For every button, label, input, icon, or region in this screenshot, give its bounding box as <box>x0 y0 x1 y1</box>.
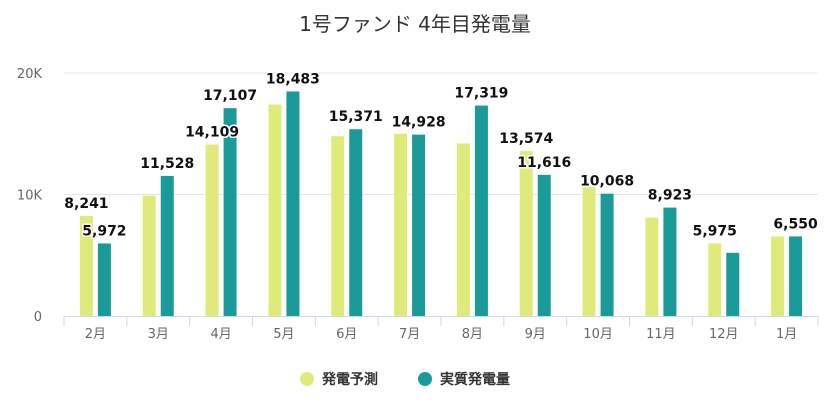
bar[interactable] <box>519 151 533 316</box>
x-tick-label: 7月 <box>399 327 420 342</box>
data-label: 15,371 <box>329 109 383 125</box>
y-tick-label: 10K <box>17 189 43 204</box>
data-label: 5,975 <box>693 223 737 239</box>
data-label: 14,928 <box>392 115 446 131</box>
bar[interactable] <box>97 243 111 316</box>
data-label: 5,972 <box>82 223 126 239</box>
data-label: 14,109 <box>185 125 239 141</box>
bar[interactable] <box>600 193 614 316</box>
data-label: 11,616 <box>517 155 571 171</box>
data-label: 13,574 <box>499 131 553 147</box>
bar[interactable] <box>223 108 237 316</box>
bar[interactable] <box>79 215 93 316</box>
x-tick-label: 11月 <box>646 327 676 342</box>
bar[interactable] <box>726 252 740 316</box>
bar[interactable] <box>645 217 659 316</box>
x-tick-label: 12月 <box>709 327 739 342</box>
legend[interactable]: 発電予測 実質発電量 <box>300 371 510 388</box>
legend-item[interactable]: 実質発電量 <box>418 371 510 388</box>
bar[interactable] <box>142 195 156 316</box>
data-label: 8,923 <box>648 188 692 204</box>
x-tick-label: 6月 <box>336 327 357 342</box>
y-tick-label: 20K <box>17 67 43 82</box>
data-label: 10,068 <box>580 174 634 190</box>
legend-marker <box>300 372 314 386</box>
x-axis: 2月 3月 4月 5月 6月 7月 8月 9月 10月 11月 12月 1月 <box>63 316 819 342</box>
legend-label: 実質発電量 <box>440 371 510 388</box>
x-tick-label: 8月 <box>462 327 483 342</box>
bar[interactable] <box>331 136 345 316</box>
bar[interactable] <box>349 129 363 316</box>
y-axis: 0 10K 20K <box>17 67 43 325</box>
bar[interactable] <box>582 187 596 316</box>
bar[interactable] <box>537 174 551 316</box>
legend-item[interactable]: 発電予測 <box>300 371 378 388</box>
data-labels: 8,241 14,109 13,574 5,975 5,972 11,528 17,107 1… <box>63 70 820 241</box>
bar[interactable] <box>286 91 300 316</box>
data-label: 18,483 <box>266 71 320 87</box>
bar[interactable] <box>663 207 677 316</box>
bar[interactable] <box>771 236 785 316</box>
x-tick-label: 4月 <box>210 327 231 342</box>
legend-marker <box>418 372 432 386</box>
data-label: 8,241 <box>64 196 108 212</box>
grid-lines <box>64 72 818 195</box>
bar[interactable] <box>708 243 722 316</box>
bar[interactable] <box>789 236 803 316</box>
x-tick-label: 10月 <box>583 327 613 342</box>
bar[interactable] <box>456 143 470 316</box>
data-label: 17,319 <box>454 86 508 102</box>
bars <box>79 91 803 316</box>
data-label: 6,550 <box>773 216 818 232</box>
bar[interactable] <box>160 175 174 316</box>
chart-title: 1号ファンド 4年目発電量 <box>299 12 531 36</box>
bar[interactable] <box>205 144 219 316</box>
y-tick-label: 0 <box>34 310 42 325</box>
bar[interactable] <box>394 133 408 316</box>
bar[interactable] <box>268 104 282 316</box>
x-tick-label: 1月 <box>776 327 797 342</box>
x-tick-label: 5月 <box>273 327 294 342</box>
x-tick-label: 9月 <box>525 327 546 342</box>
bar[interactable] <box>412 134 426 316</box>
x-tick-label: 2月 <box>85 327 106 342</box>
data-label: 11,528 <box>140 156 194 172</box>
bar[interactable] <box>474 105 488 316</box>
x-tick-label: 3月 <box>148 327 169 342</box>
data-label: 17,107 <box>203 88 257 104</box>
legend-label: 発電予測 <box>321 371 378 388</box>
